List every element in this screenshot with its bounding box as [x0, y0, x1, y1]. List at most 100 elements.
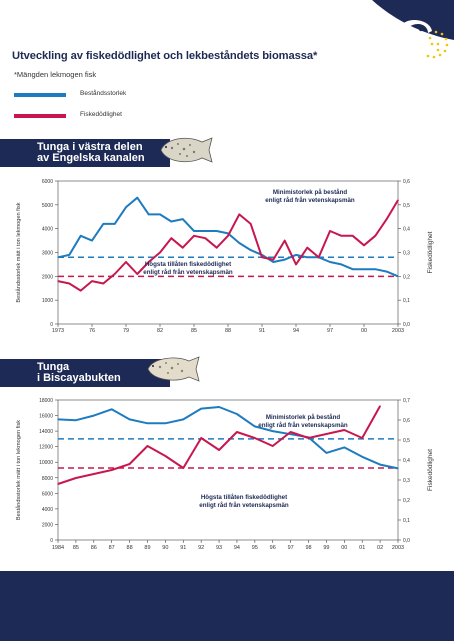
data-point — [379, 463, 381, 466]
eu-stars-icon — [426, 30, 449, 59]
data-point — [374, 235, 376, 237]
x-tick-label: 90 — [162, 545, 168, 551]
x-tick-label: 2003 — [392, 328, 404, 334]
x-tick-label: 94 — [293, 328, 299, 334]
legend-label-mortality: Fiskedödlighet — [80, 111, 122, 118]
header-banner — [0, 0, 454, 82]
data-point — [75, 477, 77, 479]
y-left-tick-label: 4000 — [42, 227, 53, 233]
y-right-tick-label: 0,3 — [403, 251, 410, 257]
y-right-tick-label: 0,1 — [403, 298, 410, 304]
data-point — [102, 223, 104, 225]
data-point — [93, 473, 95, 475]
data-point — [111, 469, 113, 471]
data-point — [128, 418, 131, 421]
data-point — [284, 259, 286, 261]
data-point — [325, 433, 328, 435]
data-point — [114, 273, 116, 275]
data-point — [146, 445, 149, 447]
x-tick-label: 95 — [252, 545, 258, 551]
y-right-tick-label: 0,4 — [403, 458, 410, 464]
series-line-stock — [57, 406, 399, 470]
legend-swatch-mortality — [14, 114, 66, 118]
data-point — [272, 259, 274, 261]
y-right-tick-label: 0,0 — [403, 538, 410, 544]
y-right-axis-label: Fiskedödlighet — [427, 231, 434, 273]
data-point — [284, 239, 286, 242]
panel-title-biscay: Tunga i Biscayabukten — [0, 359, 170, 387]
data-point — [238, 213, 240, 215]
x-tick-label: 85 — [73, 545, 79, 551]
data-point — [261, 256, 263, 258]
data-point — [164, 422, 166, 424]
y-left-tick-label: 1000 — [42, 298, 53, 304]
data-point — [80, 235, 82, 237]
annotation-max-mortality: enligt råd från vetenskapsmän — [143, 269, 233, 276]
data-point — [102, 282, 104, 285]
x-tick-label: 88 — [225, 328, 231, 334]
chart-channel: 0 1000 2000 3000 4000 5000 6000 0,0 0,1 0,2 0,3 0,4… — [15, 179, 434, 334]
data-point — [146, 422, 149, 424]
data-point — [238, 242, 240, 244]
x-tick-label: 82 — [157, 328, 163, 334]
y-right-tick-label: 0,5 — [403, 203, 410, 209]
data-point — [57, 418, 59, 421]
y-right-tick-label: 0,4 — [403, 227, 410, 233]
data-point — [91, 280, 93, 282]
chart-biscay: 0200040006000800010000120001400016000180… — [15, 398, 434, 551]
data-point — [218, 449, 220, 451]
data-point — [397, 199, 399, 201]
sole-fish-icon — [147, 356, 200, 382]
y-left-tick-label: 18000 — [39, 398, 53, 404]
x-tick-label: 89 — [144, 545, 150, 551]
data-point — [236, 413, 238, 415]
y-right-tick-label: 0,7 — [403, 398, 410, 404]
data-point — [170, 237, 172, 239]
y-right-tick-label: 0,3 — [403, 478, 410, 484]
data-point — [307, 437, 310, 439]
data-point — [272, 445, 274, 447]
annotation-min-stock: Minimistorlek på bestånd — [273, 189, 347, 196]
x-tick-label: 91 — [180, 545, 186, 551]
data-point — [272, 430, 274, 432]
x-tick-label: 1973 — [52, 328, 64, 334]
data-point — [254, 437, 256, 439]
y-left-tick-label: 5000 — [42, 203, 53, 209]
x-tick-label: 96 — [270, 545, 276, 551]
data-point — [250, 249, 252, 251]
data-point — [306, 256, 308, 258]
y-left-tick-label: 16000 — [39, 414, 53, 420]
data-point — [236, 431, 238, 433]
y-right-tick-label: 0,1 — [403, 518, 410, 524]
sole-fish-icon — [160, 137, 213, 163]
data-point — [374, 268, 376, 270]
x-tick-label: 88 — [127, 545, 133, 551]
data-point — [379, 405, 381, 407]
x-tick-label: 93 — [216, 545, 222, 551]
data-point — [343, 446, 345, 449]
x-tick-label: 01 — [359, 545, 365, 551]
data-point — [68, 282, 70, 285]
legend-swatch-stock — [14, 93, 66, 97]
data-point — [182, 418, 184, 421]
y-left-tick-label: 2000 — [42, 274, 53, 280]
data-point — [182, 467, 184, 469]
page-subtitle: *Mängden lekmogen fisk — [14, 70, 97, 79]
y-right-tick-label: 0,6 — [403, 179, 410, 185]
x-tick-label: 97 — [288, 545, 294, 551]
data-point — [329, 230, 331, 232]
data-point — [250, 223, 252, 225]
data-point — [361, 437, 363, 439]
y-left-axis-label: Beståndsstorlek mätt i ton lekmogen fisk — [15, 420, 22, 520]
data-point — [159, 251, 161, 254]
x-tick-label: 76 — [89, 328, 95, 334]
legend-label-stock: Beståndsstorlek — [80, 90, 127, 97]
y-left-tick-label: 2000 — [42, 522, 53, 528]
data-point — [386, 218, 388, 220]
data-point — [125, 261, 127, 263]
y-left-tick-label: 8000 — [42, 476, 53, 482]
data-point — [128, 463, 131, 465]
data-point — [218, 406, 220, 408]
data-point — [57, 280, 59, 282]
y-left-tick-label: 14000 — [39, 429, 53, 435]
